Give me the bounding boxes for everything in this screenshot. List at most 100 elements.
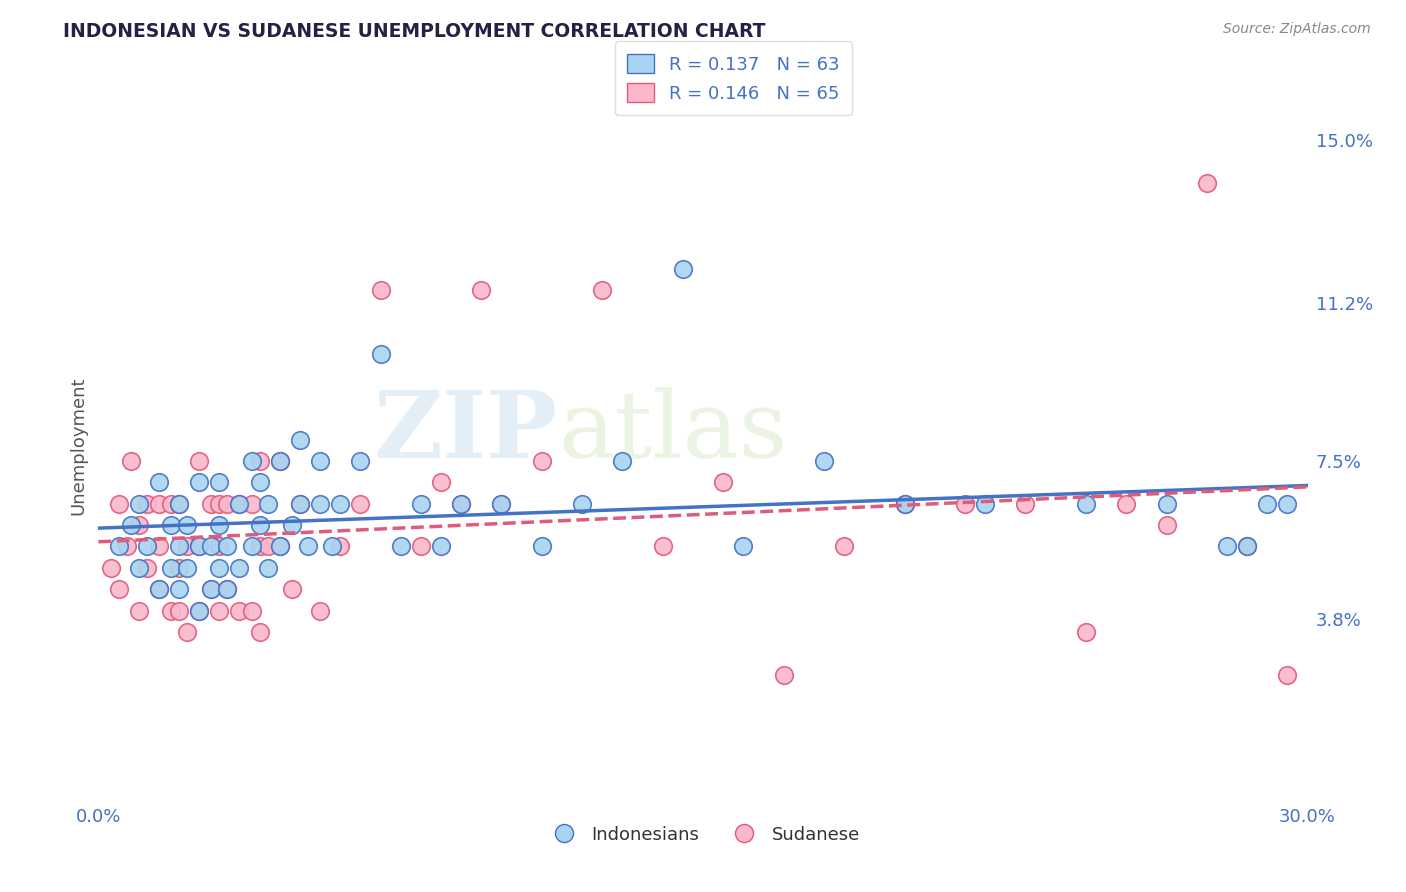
Point xyxy=(256,540,278,554)
Point xyxy=(208,475,231,490)
Point xyxy=(100,561,122,575)
Point xyxy=(188,603,211,617)
Point xyxy=(1074,497,1097,511)
Point xyxy=(450,497,472,511)
Point xyxy=(148,475,170,490)
Point xyxy=(269,540,291,554)
Point xyxy=(309,454,332,468)
Point xyxy=(167,603,190,617)
Text: atlas: atlas xyxy=(558,387,787,476)
Point xyxy=(832,540,855,554)
Point xyxy=(288,497,311,511)
Point xyxy=(208,540,231,554)
Point xyxy=(893,497,915,511)
Point xyxy=(160,603,183,617)
Point xyxy=(1236,540,1258,554)
Point xyxy=(167,497,190,511)
Text: Source: ZipAtlas.com: Source: ZipAtlas.com xyxy=(1223,22,1371,37)
Point xyxy=(176,540,198,554)
Point xyxy=(167,540,190,554)
Point xyxy=(288,497,311,511)
Point xyxy=(115,540,138,554)
Point xyxy=(974,497,997,511)
Point xyxy=(217,582,239,596)
Point xyxy=(208,561,231,575)
Point xyxy=(200,497,222,511)
Point xyxy=(672,261,695,276)
Point xyxy=(249,475,271,490)
Point xyxy=(1156,518,1178,533)
Point xyxy=(269,454,291,468)
Point xyxy=(711,475,734,490)
Point xyxy=(893,497,915,511)
Point xyxy=(1195,176,1218,190)
Point xyxy=(240,540,263,554)
Point xyxy=(349,497,371,511)
Point xyxy=(329,497,352,511)
Point xyxy=(249,454,271,468)
Point xyxy=(309,497,332,511)
Point xyxy=(240,454,263,468)
Point xyxy=(135,497,157,511)
Point xyxy=(148,582,170,596)
Point xyxy=(269,454,291,468)
Point xyxy=(370,283,392,297)
Legend: Indonesians, Sudanese: Indonesians, Sudanese xyxy=(538,819,868,851)
Point xyxy=(188,540,211,554)
Point xyxy=(409,540,432,554)
Point xyxy=(128,518,150,533)
Point xyxy=(176,624,198,639)
Point xyxy=(188,475,211,490)
Point xyxy=(1115,497,1137,511)
Point xyxy=(160,561,183,575)
Point xyxy=(228,561,250,575)
Point xyxy=(470,283,492,297)
Point xyxy=(953,497,976,511)
Point xyxy=(1277,497,1299,511)
Point xyxy=(370,347,392,361)
Point xyxy=(813,454,835,468)
Point xyxy=(772,667,794,681)
Point xyxy=(309,603,332,617)
Point xyxy=(450,497,472,511)
Point xyxy=(269,540,291,554)
Y-axis label: Unemployment: Unemployment xyxy=(69,376,87,516)
Point xyxy=(1216,540,1239,554)
Point xyxy=(128,603,150,617)
Point xyxy=(1277,667,1299,681)
Point xyxy=(530,540,553,554)
Point xyxy=(135,561,157,575)
Point xyxy=(349,454,371,468)
Point xyxy=(217,582,239,596)
Point xyxy=(571,497,593,511)
Point xyxy=(228,497,250,511)
Point xyxy=(135,540,157,554)
Point xyxy=(591,283,613,297)
Text: ZIP: ZIP xyxy=(374,387,558,476)
Point xyxy=(128,497,150,511)
Point xyxy=(148,497,170,511)
Point xyxy=(240,497,263,511)
Point xyxy=(176,518,198,533)
Point xyxy=(107,497,129,511)
Point xyxy=(167,582,190,596)
Point xyxy=(530,454,553,468)
Point xyxy=(733,540,755,554)
Point xyxy=(228,603,250,617)
Point xyxy=(148,540,170,554)
Point xyxy=(491,497,513,511)
Point xyxy=(217,497,239,511)
Point xyxy=(249,624,271,639)
Point xyxy=(249,540,271,554)
Point xyxy=(128,561,150,575)
Point xyxy=(281,582,304,596)
Point xyxy=(208,518,231,533)
Point xyxy=(430,540,453,554)
Point xyxy=(176,561,198,575)
Text: INDONESIAN VS SUDANESE UNEMPLOYMENT CORRELATION CHART: INDONESIAN VS SUDANESE UNEMPLOYMENT CORR… xyxy=(63,22,766,41)
Point xyxy=(240,603,263,617)
Point xyxy=(288,433,311,447)
Point xyxy=(120,454,142,468)
Point xyxy=(200,540,222,554)
Point xyxy=(188,540,211,554)
